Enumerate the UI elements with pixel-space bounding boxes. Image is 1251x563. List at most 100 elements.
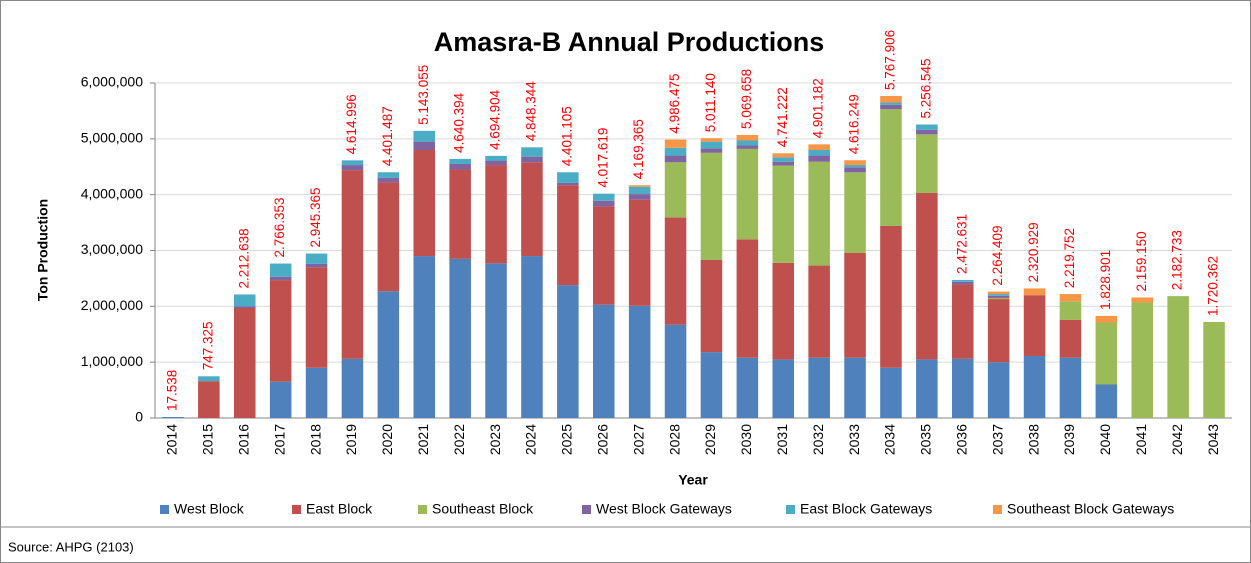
bar-segment bbox=[844, 172, 866, 253]
bar-segment bbox=[198, 381, 220, 418]
bar-segment bbox=[951, 281, 974, 285]
bar-segment bbox=[1023, 288, 1046, 296]
bar-segment bbox=[449, 258, 471, 418]
bar-segment bbox=[521, 256, 543, 418]
bar-segment bbox=[592, 206, 615, 305]
bar-segment bbox=[916, 129, 938, 135]
bar-segment bbox=[413, 256, 436, 418]
bar-segment bbox=[449, 169, 471, 259]
bar-segment bbox=[880, 367, 902, 418]
bar-segment bbox=[880, 109, 902, 226]
total-label: 2.159.150 bbox=[1134, 231, 1149, 291]
y-tick-label: 4,000,000 bbox=[81, 185, 143, 201]
legend-label: East Block Gateways bbox=[800, 501, 932, 517]
x-tick-label: 2039 bbox=[1061, 424, 1077, 455]
bar-segment bbox=[772, 165, 795, 263]
total-label: 1.720.362 bbox=[1206, 256, 1221, 316]
bar-segment bbox=[736, 145, 759, 149]
bar-segment bbox=[557, 172, 579, 183]
bar-segment bbox=[413, 150, 436, 257]
legend-swatch bbox=[418, 505, 427, 514]
y-tick-label: 3,000,000 bbox=[81, 241, 143, 257]
bar-segment bbox=[592, 200, 615, 207]
x-tick-label: 2031 bbox=[774, 424, 790, 455]
bar-segment bbox=[1167, 296, 1189, 418]
bar-segment bbox=[664, 162, 687, 218]
bar-segment bbox=[162, 417, 184, 418]
bar-segment bbox=[880, 225, 902, 368]
total-label: 5.011.140 bbox=[703, 73, 718, 132]
bar-segment bbox=[736, 134, 759, 141]
bar-segment bbox=[521, 162, 543, 257]
y-tick-label: 1,000,000 bbox=[81, 353, 143, 369]
x-tick-label: 2016 bbox=[235, 424, 251, 455]
bar-segment bbox=[1023, 295, 1046, 357]
bar-segment bbox=[987, 362, 1010, 418]
bar-segment bbox=[736, 148, 759, 240]
bar-segment bbox=[736, 140, 759, 146]
bar-segment bbox=[880, 104, 902, 110]
bar-segment bbox=[377, 177, 400, 183]
bar-segment bbox=[700, 138, 723, 142]
bar-segment bbox=[844, 167, 866, 173]
total-label: 2.212.638 bbox=[236, 228, 251, 288]
total-label: 4.017.619 bbox=[595, 128, 610, 188]
total-label: 2.766.353 bbox=[272, 197, 287, 257]
bar-segment bbox=[987, 295, 1010, 298]
x-tick-label: 2042 bbox=[1169, 424, 1185, 455]
bar-segment bbox=[844, 357, 866, 418]
y-tick-label: 5,000,000 bbox=[81, 130, 143, 146]
bar-segment bbox=[736, 357, 759, 418]
x-tick-label: 2024 bbox=[523, 424, 539, 455]
bar-segment bbox=[1095, 322, 1118, 385]
bar-segment bbox=[1023, 356, 1046, 418]
total-label: 1.828.901 bbox=[1098, 250, 1113, 310]
bar-segment bbox=[664, 139, 687, 148]
bar-segment bbox=[341, 165, 364, 171]
total-label: 5.143.055 bbox=[416, 65, 431, 125]
bar-segment bbox=[916, 359, 938, 418]
legend-swatch bbox=[292, 505, 301, 514]
legend-swatch bbox=[993, 505, 1002, 514]
total-label: 4.614.996 bbox=[344, 94, 359, 154]
bar-segment bbox=[449, 158, 471, 164]
bar-segment bbox=[808, 357, 830, 418]
total-label: 4.694.904 bbox=[488, 89, 503, 150]
bar-segment bbox=[987, 297, 1010, 300]
bar-segment bbox=[987, 299, 1010, 363]
total-label: 2.472.631 bbox=[954, 214, 969, 274]
bar-segment bbox=[269, 263, 292, 277]
bar-segment bbox=[198, 376, 220, 382]
bar-segment bbox=[377, 172, 400, 178]
bar-segment bbox=[664, 147, 687, 156]
total-label: 4.401.487 bbox=[380, 106, 395, 166]
bar-segment bbox=[844, 160, 866, 166]
x-tick-label: 2040 bbox=[1097, 424, 1113, 455]
x-tick-label: 2015 bbox=[200, 424, 216, 455]
total-label: 4.986.475 bbox=[667, 74, 682, 134]
total-label: 5.069.658 bbox=[739, 69, 754, 129]
total-label: 4.901.182 bbox=[811, 78, 826, 138]
x-tick-label: 2028 bbox=[666, 424, 682, 455]
total-label: 2.320.929 bbox=[1026, 222, 1041, 282]
total-label: 2.264.409 bbox=[990, 226, 1005, 286]
total-label: 4.169.365 bbox=[631, 119, 646, 179]
bar-segment bbox=[808, 150, 830, 156]
bar-segment bbox=[305, 267, 328, 368]
x-tick-label: 2029 bbox=[702, 424, 718, 455]
bar-segment bbox=[592, 304, 615, 418]
bar-segment bbox=[700, 259, 723, 353]
bar-segment bbox=[592, 193, 615, 201]
x-tick-label: 2025 bbox=[559, 424, 575, 455]
bar-segment bbox=[449, 163, 471, 170]
total-label: 5.767.906 bbox=[883, 30, 898, 90]
bar-segment bbox=[664, 155, 687, 163]
bar-segment bbox=[736, 239, 759, 358]
x-tick-label: 2022 bbox=[451, 424, 467, 455]
bar-segment bbox=[377, 182, 400, 292]
bar-segment bbox=[305, 263, 328, 268]
bar-segment bbox=[772, 262, 795, 360]
total-label: 4.640.394 bbox=[452, 92, 467, 153]
total-label: 4.741.222 bbox=[775, 87, 790, 147]
